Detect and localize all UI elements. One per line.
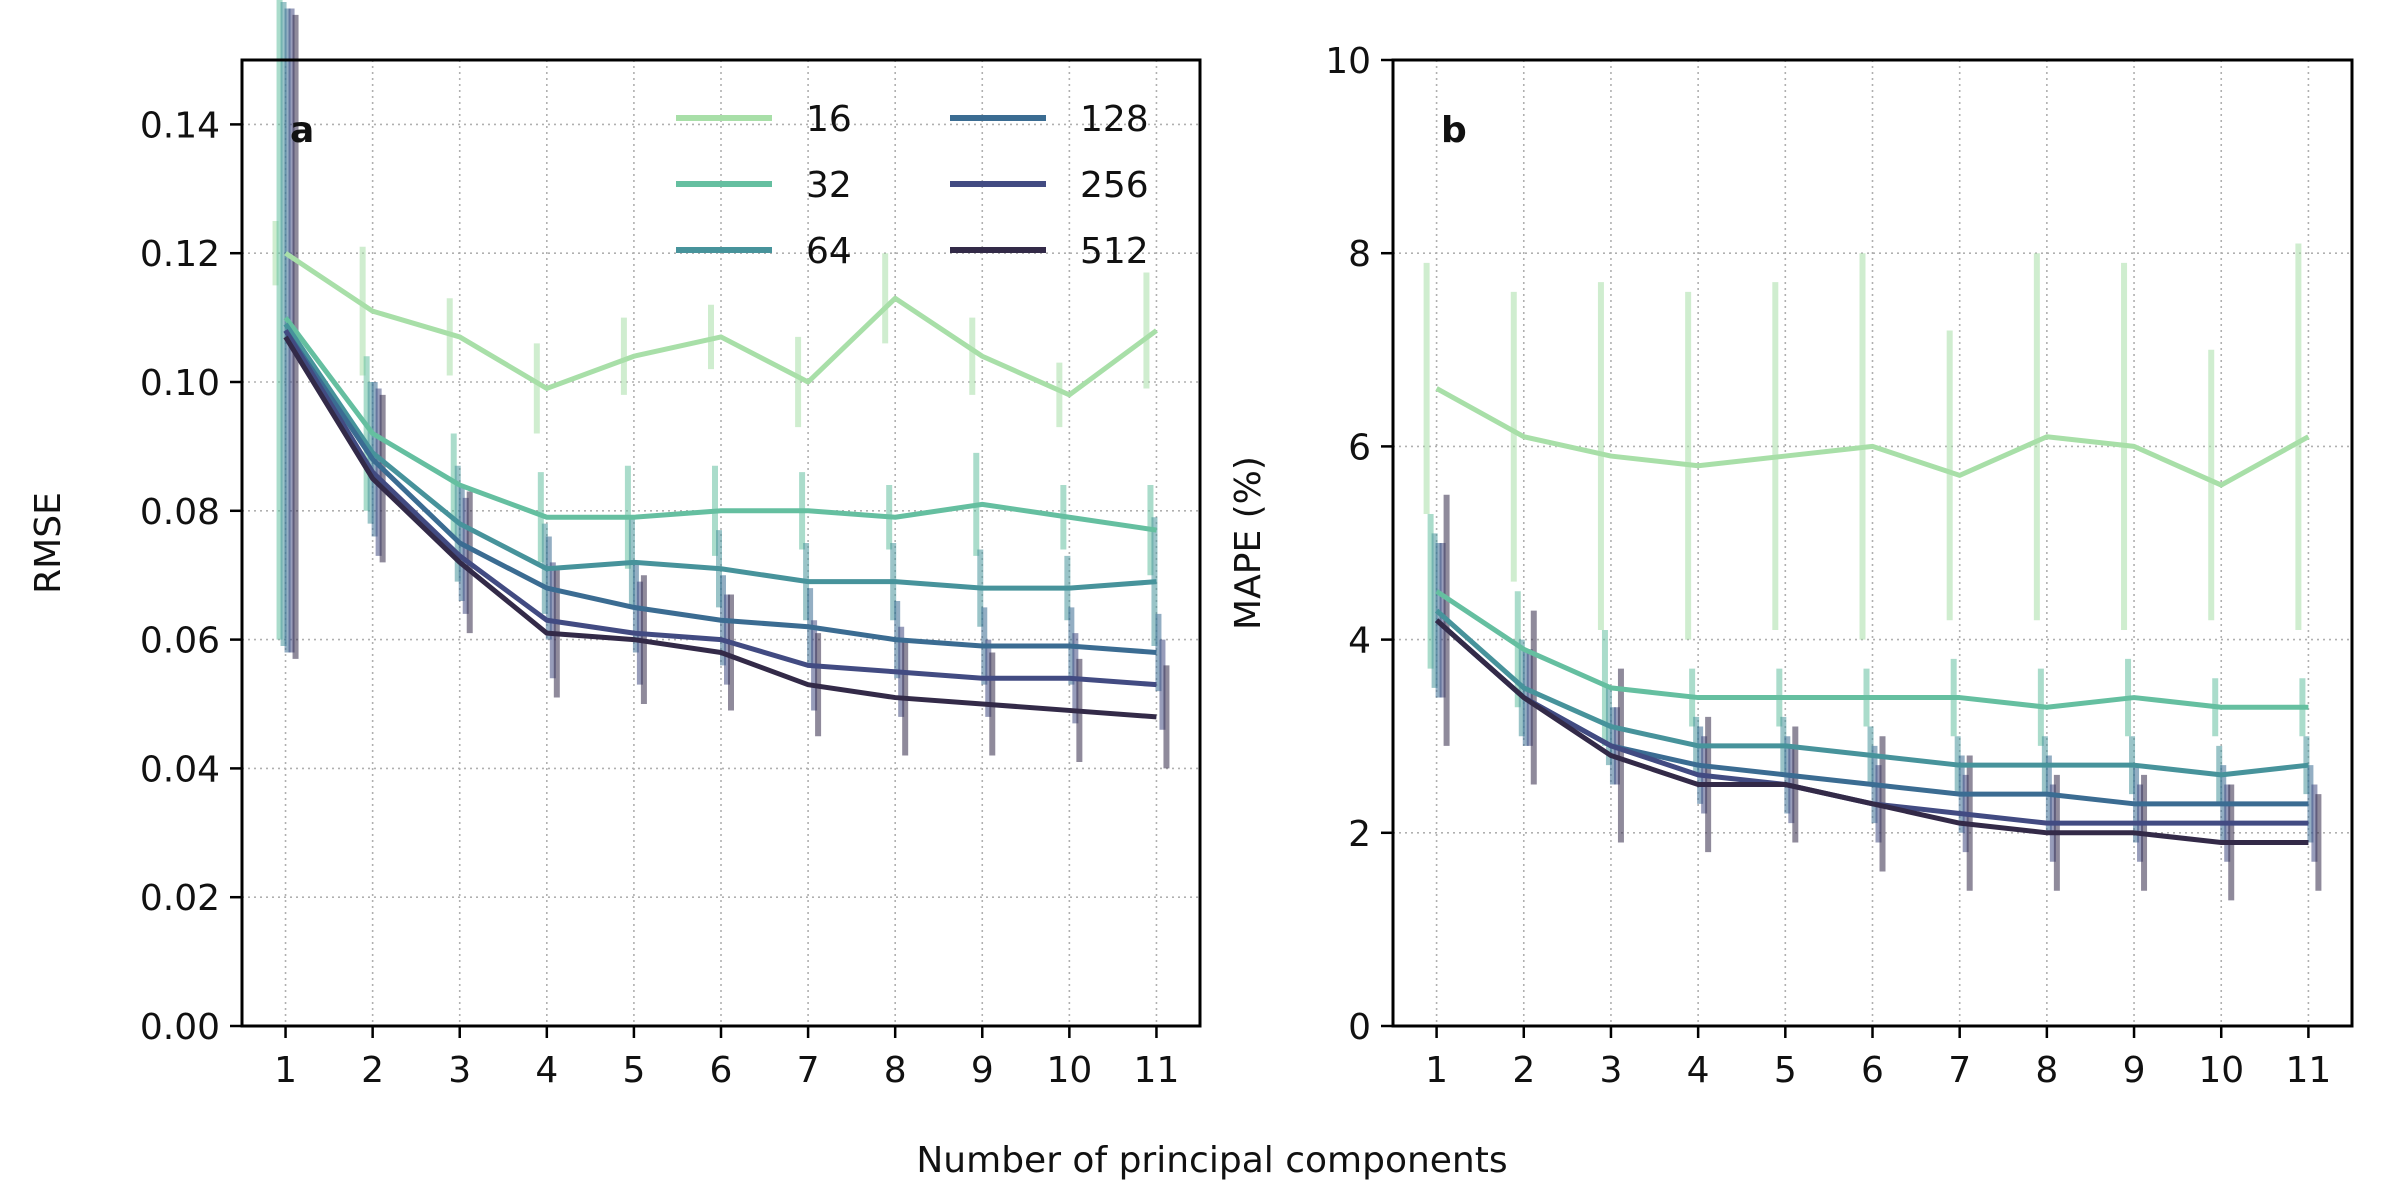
legend-label: 32 — [806, 165, 852, 206]
shared-x-axis-label: Number of principal components — [916, 1140, 1507, 1181]
x-tick-label: 7 — [1948, 1050, 1971, 1091]
x-tick-label: 9 — [971, 1050, 994, 1091]
x-tick-label: 10 — [1046, 1050, 1092, 1091]
x-tick-label: 3 — [1600, 1050, 1623, 1091]
y-tick-label: 0.08 — [140, 492, 220, 533]
series-line-512 — [283, 335, 1157, 720]
y-tick-label: 0.02 — [140, 878, 220, 919]
series-line-64 — [283, 322, 1157, 591]
y-tick-label: 10 — [1325, 41, 1371, 82]
series-line-512 — [1434, 618, 2309, 845]
panel-a: 1 2 3 4 5 6 7 8 9 10 11 0.00 0.02 0.04 0.06 0.08 0.10 0.1… — [28, 0, 1202, 1091]
x-tick-label: 9 — [2123, 1050, 2146, 1091]
x-tick-label: 5 — [1774, 1050, 1797, 1091]
x-tick-label: 1 — [1425, 1050, 1448, 1091]
y-tick-label: 0.14 — [140, 105, 220, 146]
legend-label: 128 — [1080, 99, 1149, 140]
legend: 16 32 64 128 256 512 — [676, 99, 1149, 272]
legend-label: 256 — [1080, 165, 1149, 206]
y-tick-label: 6 — [1348, 427, 1371, 468]
series-line-64 — [1434, 608, 2309, 778]
y-tick-label: 2 — [1348, 814, 1371, 855]
x-tick-label: 4 — [535, 1050, 558, 1091]
panel-label: b — [1441, 110, 1467, 151]
x-tick-label: 8 — [2035, 1050, 2058, 1091]
legend-label: 64 — [806, 231, 852, 272]
series-line-128 — [283, 329, 1157, 655]
series-line-16 — [1435, 386, 2310, 488]
x-tick-label: 11 — [2286, 1050, 2332, 1091]
x-tick-label: 10 — [2198, 1050, 2244, 1091]
y-tick-label: 8 — [1348, 234, 1371, 275]
y-tick-label: 0.06 — [140, 621, 220, 662]
y-tick-label: 0 — [1348, 1007, 1371, 1048]
x-tick-label: 6 — [1861, 1050, 1884, 1091]
series-line-16 — [284, 251, 1158, 398]
x-tick-label: 1 — [274, 1050, 297, 1091]
y-axis-label: RMSE — [28, 492, 69, 594]
y-tick-label: 0.00 — [140, 1007, 220, 1048]
x-tick-label: 7 — [797, 1050, 820, 1091]
y-axis-label: MAPE (%) — [1228, 456, 1269, 630]
x-tick-label: 2 — [1512, 1050, 1535, 1091]
panel-b: 1 2 3 4 5 6 7 8 9 10 11 0 2 4 6 8 10 MAPE (%) b — [1228, 41, 2354, 1091]
y-tick-label: 0.10 — [140, 363, 220, 404]
x-tick-label: 11 — [1134, 1050, 1180, 1091]
x-tick-label: 6 — [710, 1050, 733, 1091]
x-tick-label: 2 — [361, 1050, 384, 1091]
series-line-32 — [283, 316, 1157, 533]
y-tick-label: 0.04 — [140, 749, 220, 790]
x-tick-label: 4 — [1687, 1050, 1710, 1091]
x-tick-label: 8 — [884, 1050, 907, 1091]
legend-label: 16 — [806, 99, 852, 140]
y-tick-label: 4 — [1348, 621, 1371, 662]
y-tick-label: 0.12 — [140, 234, 220, 275]
panel-label: a — [290, 110, 314, 151]
legend-label: 512 — [1080, 231, 1149, 272]
x-tick-label: 3 — [448, 1050, 471, 1091]
series-line-32 — [1435, 589, 2309, 710]
series-line-256 — [283, 329, 1157, 688]
x-tick-label: 5 — [622, 1050, 645, 1091]
